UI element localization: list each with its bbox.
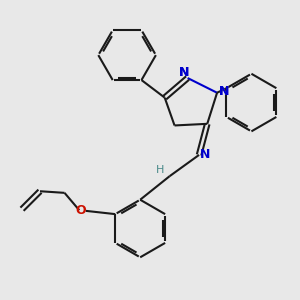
Text: N: N: [178, 66, 189, 79]
Text: O: O: [76, 204, 86, 217]
Text: N: N: [219, 85, 230, 98]
Text: N: N: [178, 66, 189, 79]
Text: N: N: [178, 66, 189, 79]
Text: N: N: [200, 148, 210, 161]
Text: H: H: [156, 165, 165, 175]
Text: N: N: [219, 85, 230, 98]
Text: N: N: [219, 85, 230, 98]
